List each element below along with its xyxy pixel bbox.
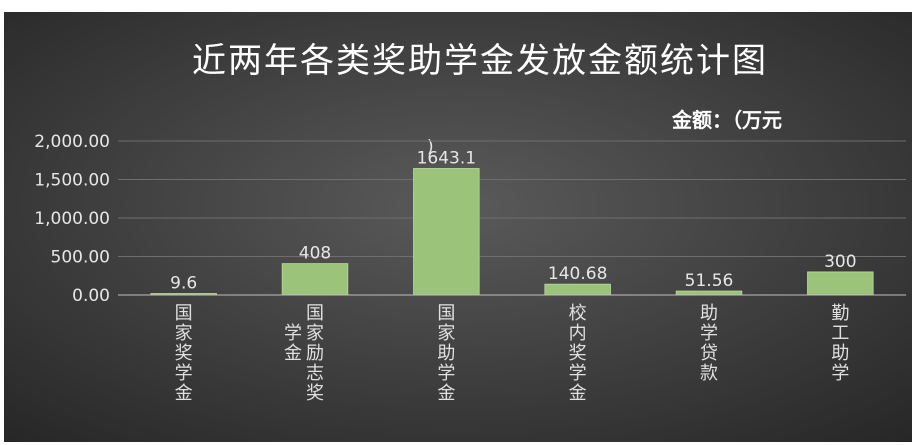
bars bbox=[150, 168, 874, 296]
gridlines bbox=[118, 140, 906, 257]
category-label: 国家助学金 bbox=[437, 303, 455, 404]
data-label: 408 bbox=[299, 244, 331, 264]
data-label: 51.56 bbox=[685, 271, 734, 291]
category-labels: 国家奖学金 国家励志奖学金 国家助学金 校内奖学金 助学贷款 勤工助学 bbox=[175, 303, 850, 404]
bar bbox=[544, 283, 611, 296]
category-label: 国家励志奖学金 bbox=[284, 303, 324, 404]
bar bbox=[675, 290, 743, 296]
y-tick-label: 1,500.00 bbox=[34, 171, 110, 191]
bar bbox=[413, 168, 480, 296]
y-tick-label: 1,000.00 bbox=[34, 209, 110, 229]
category-label: 勤工助学 bbox=[831, 303, 849, 384]
unit-label: 金额：（万元 bbox=[671, 108, 782, 132]
y-tick-label: 0.00 bbox=[72, 286, 110, 306]
data-label: 1643.1 bbox=[417, 148, 476, 168]
data-label: 9.6 bbox=[170, 274, 197, 294]
y-axis-ticks: 0.00 500.00 1,000.00 1,500.00 2,000.00 bbox=[34, 132, 110, 306]
data-label: 140.68 bbox=[548, 264, 607, 284]
category-label: 校内奖学金 bbox=[569, 303, 587, 404]
y-tick-label: 500.00 bbox=[51, 248, 110, 268]
y-tick-label: 2,000.00 bbox=[34, 132, 110, 152]
chart-title: 近两年各类奖助学金发放金额统计图 bbox=[192, 41, 768, 81]
category-label: 助学贷款 bbox=[700, 303, 718, 384]
bar bbox=[807, 271, 874, 296]
data-labels: 9.6 408 1643.1 140.68 51.56 300 bbox=[170, 148, 856, 293]
category-label: 国家奖学金 bbox=[175, 303, 193, 404]
bar bbox=[281, 263, 349, 296]
data-label: 300 bbox=[824, 252, 856, 272]
unit-label-tail: ) bbox=[427, 137, 434, 157]
